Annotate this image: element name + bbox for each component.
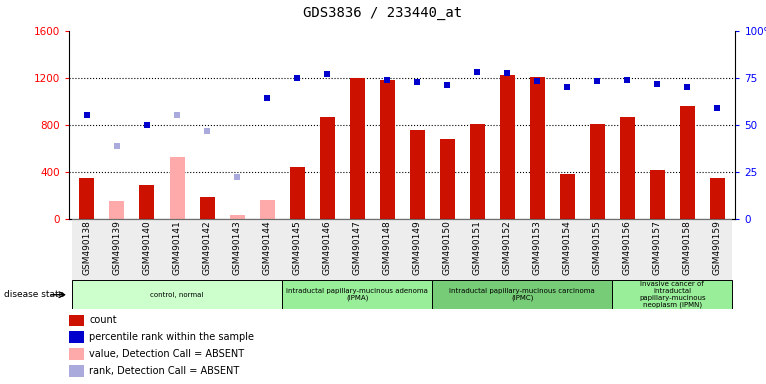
Bar xyxy=(290,167,305,219)
Bar xyxy=(499,75,515,219)
Bar xyxy=(349,78,365,219)
Bar xyxy=(230,215,244,219)
Bar xyxy=(643,219,673,280)
Bar xyxy=(102,219,132,280)
Bar xyxy=(410,129,424,219)
Text: rank, Detection Call = ABSENT: rank, Detection Call = ABSENT xyxy=(89,366,239,376)
Text: GSM490146: GSM490146 xyxy=(322,220,332,275)
Bar xyxy=(162,219,192,280)
Bar xyxy=(440,139,455,219)
Bar xyxy=(80,178,94,219)
Bar xyxy=(530,76,545,219)
Bar xyxy=(312,219,342,280)
Text: percentile rank within the sample: percentile rank within the sample xyxy=(89,332,254,342)
Bar xyxy=(470,124,485,219)
Bar xyxy=(552,219,582,280)
Bar xyxy=(282,280,432,309)
Bar xyxy=(560,174,574,219)
Bar xyxy=(620,117,635,219)
Text: GSM490153: GSM490153 xyxy=(532,220,542,275)
Text: disease state: disease state xyxy=(4,290,64,299)
Text: count: count xyxy=(89,315,116,325)
Text: GDS3836 / 233440_at: GDS3836 / 233440_at xyxy=(303,6,463,20)
Text: GSM490139: GSM490139 xyxy=(113,220,122,275)
Text: GSM490145: GSM490145 xyxy=(293,220,302,275)
Bar xyxy=(69,348,83,360)
Text: value, Detection Call = ABSENT: value, Detection Call = ABSENT xyxy=(89,349,244,359)
Bar xyxy=(69,314,83,326)
Text: GSM490157: GSM490157 xyxy=(653,220,662,275)
Bar xyxy=(192,219,222,280)
Text: GSM490151: GSM490151 xyxy=(473,220,482,275)
Bar xyxy=(72,219,102,280)
Bar xyxy=(199,197,214,219)
Bar xyxy=(612,219,643,280)
Text: intraductal papillary-mucinous carcinoma
(IPMC): intraductal papillary-mucinous carcinoma… xyxy=(450,288,595,301)
Text: GSM490152: GSM490152 xyxy=(502,220,512,275)
Bar xyxy=(319,117,335,219)
Text: GSM490141: GSM490141 xyxy=(172,220,182,275)
Text: GSM490149: GSM490149 xyxy=(413,220,421,275)
Bar xyxy=(432,280,612,309)
Bar xyxy=(260,200,274,219)
Bar xyxy=(380,80,394,219)
Bar xyxy=(462,219,493,280)
Text: GSM490158: GSM490158 xyxy=(683,220,692,275)
Bar xyxy=(402,219,432,280)
Text: GSM490138: GSM490138 xyxy=(83,220,91,275)
Text: control, normal: control, normal xyxy=(150,292,204,298)
Bar xyxy=(69,365,83,377)
Text: GSM490150: GSM490150 xyxy=(443,220,452,275)
Text: GSM490148: GSM490148 xyxy=(383,220,391,275)
Text: GSM490159: GSM490159 xyxy=(713,220,722,275)
Bar xyxy=(432,219,462,280)
Text: GSM490143: GSM490143 xyxy=(233,220,241,275)
Bar xyxy=(252,219,282,280)
Bar xyxy=(132,219,162,280)
Bar xyxy=(169,157,185,219)
Bar xyxy=(590,124,605,219)
Bar xyxy=(72,280,282,309)
Bar xyxy=(710,178,725,219)
Bar xyxy=(522,219,552,280)
Text: GSM490144: GSM490144 xyxy=(263,220,272,275)
Bar xyxy=(650,170,665,219)
Bar xyxy=(702,219,732,280)
Text: GSM490156: GSM490156 xyxy=(623,220,632,275)
Bar xyxy=(139,185,155,219)
Text: GSM490154: GSM490154 xyxy=(563,220,571,275)
Bar xyxy=(680,106,695,219)
Text: GSM490140: GSM490140 xyxy=(142,220,152,275)
Text: intraductal papillary-mucinous adenoma
(IPMA): intraductal papillary-mucinous adenoma (… xyxy=(286,288,428,301)
Bar xyxy=(222,219,252,280)
Bar xyxy=(110,201,124,219)
Bar xyxy=(69,331,83,343)
Bar xyxy=(673,219,702,280)
Bar xyxy=(282,219,312,280)
Text: GSM490142: GSM490142 xyxy=(202,220,211,275)
Bar xyxy=(372,219,402,280)
Bar xyxy=(342,219,372,280)
Text: GSM490155: GSM490155 xyxy=(593,220,602,275)
Bar xyxy=(582,219,612,280)
Text: GSM490147: GSM490147 xyxy=(352,220,362,275)
Bar xyxy=(612,280,732,309)
Text: invasive cancer of
intraductal
papillary-mucinous
neoplasm (IPMN): invasive cancer of intraductal papillary… xyxy=(639,281,705,308)
Bar xyxy=(493,219,522,280)
